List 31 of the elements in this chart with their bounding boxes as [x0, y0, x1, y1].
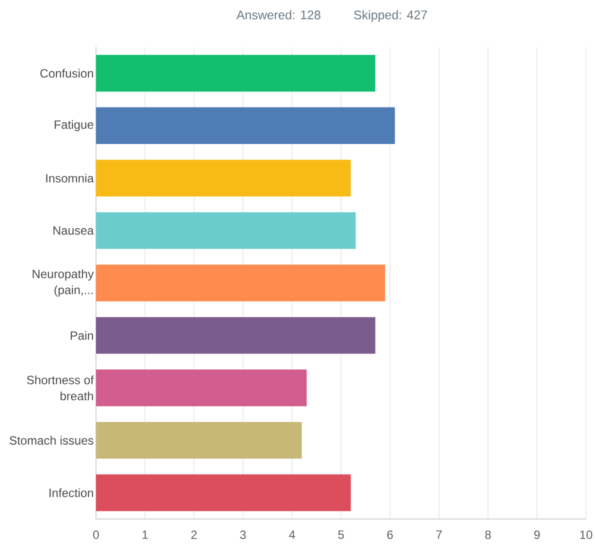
bar	[96, 264, 386, 302]
x-tick-label: 3	[240, 530, 246, 540]
x-tick-label: 4	[288, 530, 295, 539]
bar	[96, 370, 307, 406]
y-tick-label: Fatigue	[54, 120, 94, 132]
x-tick-label: 1	[142, 530, 148, 539]
bar	[96, 212, 356, 249]
y-tick-label: Infection	[50, 488, 94, 498]
x-tick-label: 7	[436, 530, 442, 539]
bar	[96, 317, 376, 354]
bar	[96, 422, 302, 459]
x-tick-label: 9	[534, 530, 540, 540]
bar	[96, 474, 351, 512]
y-tick-label: Shortness of breath	[26, 375, 94, 400]
text: Skipped: 427	[354, 10, 427, 22]
x-tick-label: 10	[580, 530, 592, 540]
bar	[96, 160, 351, 196]
x-tick-label: 6	[387, 530, 393, 540]
bar	[96, 54, 376, 92]
x-tick-label: 8	[485, 530, 491, 540]
x-tick-label: 0	[93, 530, 99, 540]
y-tick-label: Confusion	[40, 68, 94, 78]
x-tick-label: 5	[338, 530, 344, 539]
y-tick-label: Pain	[70, 331, 94, 340]
text: Answered: 128	[236, 10, 320, 20]
y-tick-label: Insomnia	[46, 174, 94, 183]
y-tick-label: Stomach issues	[10, 436, 94, 445]
bar	[96, 107, 395, 144]
y-tick-label: Neuropathy (pain,...	[32, 269, 94, 297]
x-tick-label: 2	[191, 530, 197, 539]
y-tick-label: Nausea	[53, 226, 94, 235]
